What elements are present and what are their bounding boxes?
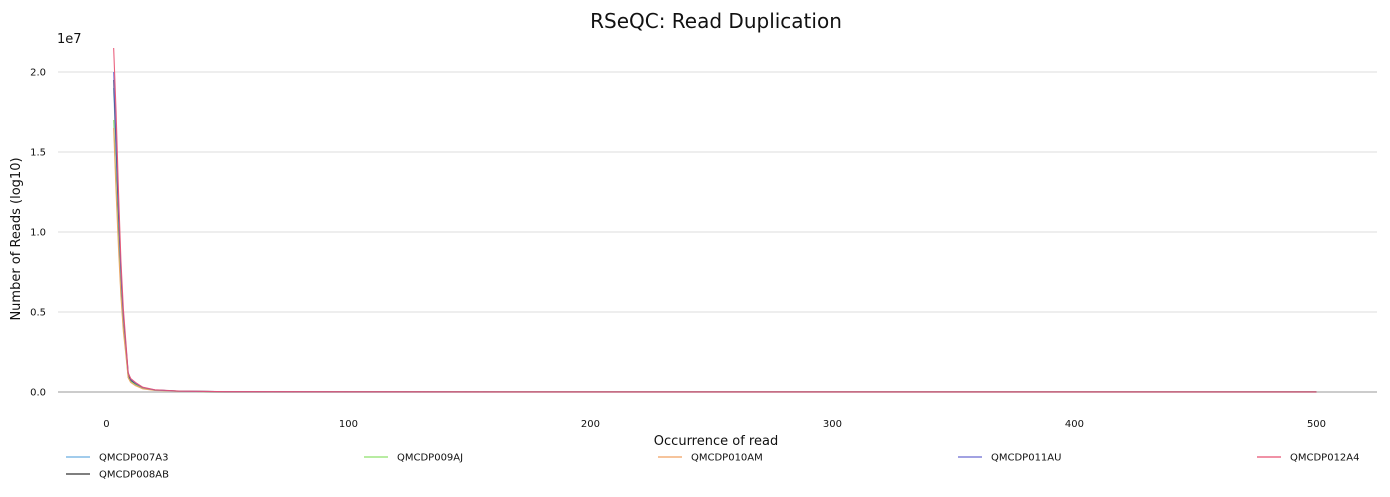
y-axis-label: Number of Reads (log10) (9, 157, 24, 320)
grid-layer (58, 71, 1377, 393)
legend-item: QMCDP007A3 (66, 453, 169, 464)
legend-label: QMCDP012A4 (1290, 453, 1360, 464)
x-tick-label: 500 (1307, 419, 1326, 430)
legend-label: QMCDP007A3 (99, 453, 169, 464)
x-ticks: 0 100 200 300 400 500 (103, 419, 1326, 430)
x-tick-label: 0 (103, 419, 109, 430)
series-line-QMCDP007A3 (113, 87, 1317, 393)
legend: QMCDP007A3 QMCDP008AB QMCDP009AJ QMCDP010AM… (66, 453, 1360, 481)
legend-item: QMCDP010AM (658, 453, 763, 464)
x-tick-label: 300 (823, 419, 842, 430)
series-layer (113, 47, 1317, 393)
x-tick-label: 100 (339, 419, 358, 430)
legend-label: QMCDP011AU (991, 453, 1061, 464)
x-tick-label: 200 (581, 419, 600, 430)
legend-label: QMCDP008AB (99, 470, 169, 481)
y-tick-label: 1.0 (30, 228, 46, 239)
chart-title: RSeQC: Read Duplication (590, 9, 842, 33)
series-line-QMCDP010AM (113, 127, 1317, 393)
y-ticks: 0.0 0.5 1.0 1.5 2.0 (30, 68, 46, 399)
series-line-QMCDP012A4 (113, 47, 1317, 393)
legend-item: QMCDP012A4 (1257, 453, 1360, 464)
x-axis-label: Occurrence of read (654, 434, 778, 449)
series-line-QMCDP009AJ (113, 119, 1317, 393)
legend-label: QMCDP010AM (691, 453, 763, 464)
series-line-QMCDP008AB (113, 79, 1317, 393)
legend-item: QMCDP008AB (66, 470, 169, 481)
legend-item: QMCDP009AJ (364, 453, 463, 464)
legend-item: QMCDP011AU (958, 453, 1061, 464)
legend-label: QMCDP009AJ (397, 453, 463, 464)
y-tick-label: 2.0 (30, 68, 46, 79)
y-axis-scale-label: 1e7 (57, 32, 82, 47)
y-tick-label: 0.5 (30, 308, 46, 319)
x-tick-label: 400 (1065, 419, 1084, 430)
y-tick-label: 0.0 (30, 388, 46, 399)
y-tick-label: 1.5 (30, 148, 46, 159)
